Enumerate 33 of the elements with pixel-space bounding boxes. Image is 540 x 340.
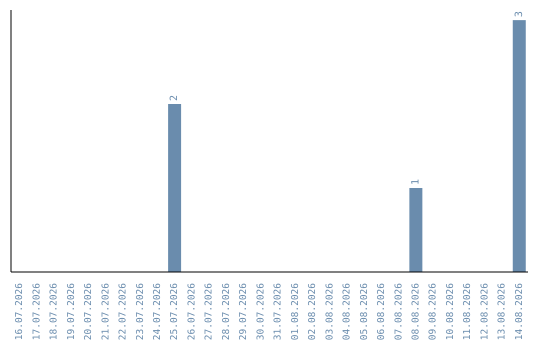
x-tick-label: 07.08.2026 <box>393 282 404 340</box>
x-tick-label: 04.08.2026 <box>342 282 353 340</box>
x-tick-label: 12.08.2026 <box>479 282 490 340</box>
x-tick-label: 03.08.2026 <box>324 282 336 340</box>
data-label: 1 <box>410 178 422 186</box>
x-tick-label: 18.07.2026 <box>48 282 60 340</box>
x-tick-label: 25.07.2026 <box>169 282 180 340</box>
x-tick-label: 11.08.2026 <box>462 282 474 340</box>
data-label: 3 <box>514 11 525 18</box>
x-tick-label: 21.07.2026 <box>100 282 112 340</box>
x-tick-label: 30.07.2026 <box>255 282 266 340</box>
x-tick-label: 20.07.2026 <box>83 282 94 340</box>
x-tick-label: 26.07.2026 <box>186 282 198 340</box>
x-tick-label: 13.08.2026 <box>496 282 508 340</box>
x-tick-label: 31.07.2026 <box>272 282 284 340</box>
x-tick-label: 23.07.2026 <box>134 282 146 340</box>
x-tick-label: 24.07.2026 <box>152 282 163 340</box>
x-tick-label: 09.08.2026 <box>428 282 439 340</box>
x-tick-label: 22.07.2026 <box>118 282 129 340</box>
x-tick-label: 27.07.2026 <box>204 282 215 340</box>
x-tick-label: 17.07.2026 <box>31 282 42 340</box>
x-tick-label: 01.08.2026 <box>290 282 301 340</box>
data-label: 2 <box>169 95 180 102</box>
x-tick-label: 14.08.2026 <box>514 282 525 340</box>
x-tick-label: 05.08.2026 <box>358 282 370 340</box>
x-tick-label: 02.08.2026 <box>307 282 318 340</box>
x-tick-label: 08.08.2026 <box>410 282 422 340</box>
x-tick-label: 10.08.2026 <box>444 282 456 340</box>
x-tick-label: 19.07.2026 <box>66 282 77 340</box>
x-tick-label: 06.08.2026 <box>376 282 388 340</box>
x-tick-label: 29.07.2026 <box>238 282 250 340</box>
x-tick-label: 28.07.2026 <box>220 282 232 340</box>
x-tick-label: 16.07.2026 <box>14 282 26 340</box>
